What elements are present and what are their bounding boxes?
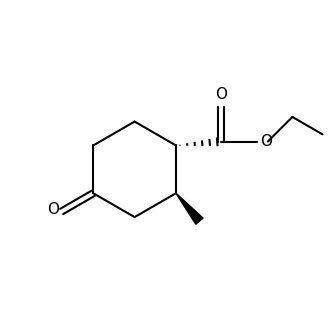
Text: O: O [260, 134, 272, 149]
Text: O: O [215, 86, 227, 102]
Text: O: O [47, 202, 59, 217]
Polygon shape [176, 193, 203, 224]
